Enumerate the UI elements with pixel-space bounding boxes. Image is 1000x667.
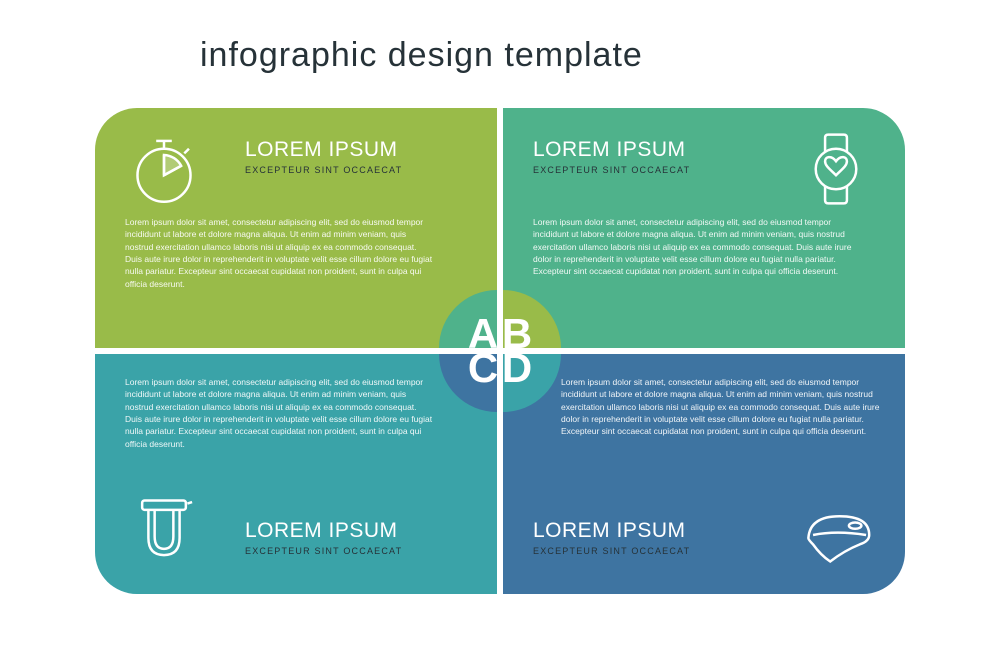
panel-c-heading: LOREM IPSUM [245,519,402,543]
page-title: infographic design template [200,36,643,75]
panel-d-letter: D [503,354,561,412]
panel-b-letter: B [503,290,561,348]
panel-d-body: Lorem ipsum dolor sit amet, consectetur … [561,376,881,438]
infographic-grid: LOREM IPSUM EXCEPTEUR SINT OCCAECAT Lore… [95,108,905,594]
stopwatch-icon [125,130,203,208]
panel-d-heading-block: LOREM IPSUM EXCEPTEUR SINT OCCAECAT [533,519,690,556]
panel-a-heading: LOREM IPSUM [245,138,402,162]
panel-b-heading: LOREM IPSUM [533,138,690,162]
panel-b: LOREM IPSUM EXCEPTEUR SINT OCCAECAT Lore… [503,108,905,348]
bike-helmet-icon [799,496,877,574]
panel-b-body: Lorem ipsum dolor sit amet, consectetur … [533,216,863,278]
panel-d: Lorem ipsum dolor sit amet, consectetur … [503,354,905,594]
panel-a-body: Lorem ipsum dolor sit amet, consectetur … [125,216,435,290]
panel-d-subheading: EXCEPTEUR SINT OCCAECAT [533,546,690,556]
panel-b-subheading: EXCEPTEUR SINT OCCAECAT [533,165,690,175]
panel-c-body: Lorem ipsum dolor sit amet, consectetur … [125,376,435,450]
panel-a-heading-block: LOREM IPSUM EXCEPTEUR SINT OCCAECAT [245,138,402,175]
panel-c-subheading: EXCEPTEUR SINT OCCAECAT [245,546,402,556]
smartwatch-icon [797,130,875,208]
panel-a-subheading: EXCEPTEUR SINT OCCAECAT [245,165,402,175]
bike-lock-icon [125,488,203,566]
panel-d-heading: LOREM IPSUM [533,519,690,543]
panel-a-letter: A [439,290,497,348]
panel-c: Lorem ipsum dolor sit amet, consectetur … [95,354,497,594]
panel-c-heading-block: LOREM IPSUM EXCEPTEUR SINT OCCAECAT [245,519,402,556]
panel-b-heading-block: LOREM IPSUM EXCEPTEUR SINT OCCAECAT [533,138,690,175]
panel-c-letter: C [439,354,497,412]
panel-a: LOREM IPSUM EXCEPTEUR SINT OCCAECAT Lore… [95,108,497,348]
